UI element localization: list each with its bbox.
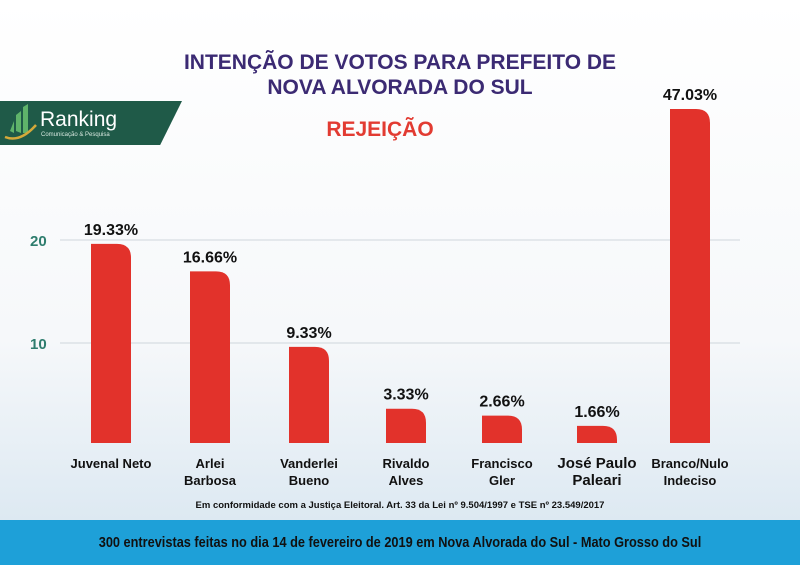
legal-note: Em conformidade com a Justiça Eleitoral.… — [195, 500, 605, 511]
bar — [190, 271, 230, 443]
data-label: 16.66% — [183, 249, 237, 266]
x-tick-label: Francisco — [471, 456, 532, 471]
data-label: 9.33% — [286, 325, 331, 342]
x-tick-label: Barbosa — [184, 473, 237, 488]
title-line-1: INTENÇÃO DE VOTOS PARA PREFEITO DE — [183, 51, 617, 74]
footer-text: 300 entrevistas feitas no dia 14 de feve… — [98, 534, 702, 551]
bar — [577, 425, 617, 443]
data-label: 3.33% — [383, 387, 428, 404]
logo-icon — [4, 104, 37, 140]
bar — [482, 415, 522, 443]
x-tick-label: Rivaldo — [383, 456, 430, 471]
data-label: 1.66% — [574, 404, 619, 421]
footer-banner: 300 entrevistas feitas no dia 14 de feve… — [0, 520, 800, 565]
x-tick-label: Vanderlei — [280, 456, 338, 471]
bar — [670, 109, 710, 443]
x-tick-label: Indeciso — [664, 473, 717, 488]
x-tick-label: Juvenal Neto — [71, 456, 152, 471]
bar — [289, 346, 329, 443]
bar-chart: 10 20 19.33% Juvenal Neto 16.66% Arlei Barbosa… — [30, 87, 740, 489]
bar — [91, 243, 131, 443]
ranking-logo: Ranking Comunicação & Pesquisa — [0, 101, 182, 145]
x-tick-label: Bueno — [289, 473, 330, 488]
bar — [386, 408, 426, 443]
x-tick-label: Alves — [389, 473, 424, 488]
x-tick-label: Branco/Nulo — [651, 456, 728, 471]
chart-subtitle: REJEIÇÃO — [326, 118, 434, 141]
data-label: 47.03% — [663, 87, 717, 104]
x-tick-label: Paleari — [572, 472, 621, 489]
chart-title: INTENÇÃO DE VOTOS PARA PREFEITO DE NOVA A… — [0, 50, 800, 100]
x-tick-label: Arlei — [196, 456, 225, 471]
logo-tagline: Comunicação & Pesquisa — [41, 132, 110, 138]
title-line-2: NOVA ALVORADA DO SUL — [267, 76, 533, 99]
logo-name: Ranking — [40, 108, 118, 131]
data-label: 2.66% — [479, 394, 524, 411]
x-tick-label: Gler — [489, 473, 515, 488]
y-tick-label: 20 — [30, 233, 47, 250]
data-label: 19.33% — [84, 222, 138, 239]
y-tick-label: 10 — [30, 336, 47, 353]
x-tick-label: José Paulo — [557, 455, 636, 472]
